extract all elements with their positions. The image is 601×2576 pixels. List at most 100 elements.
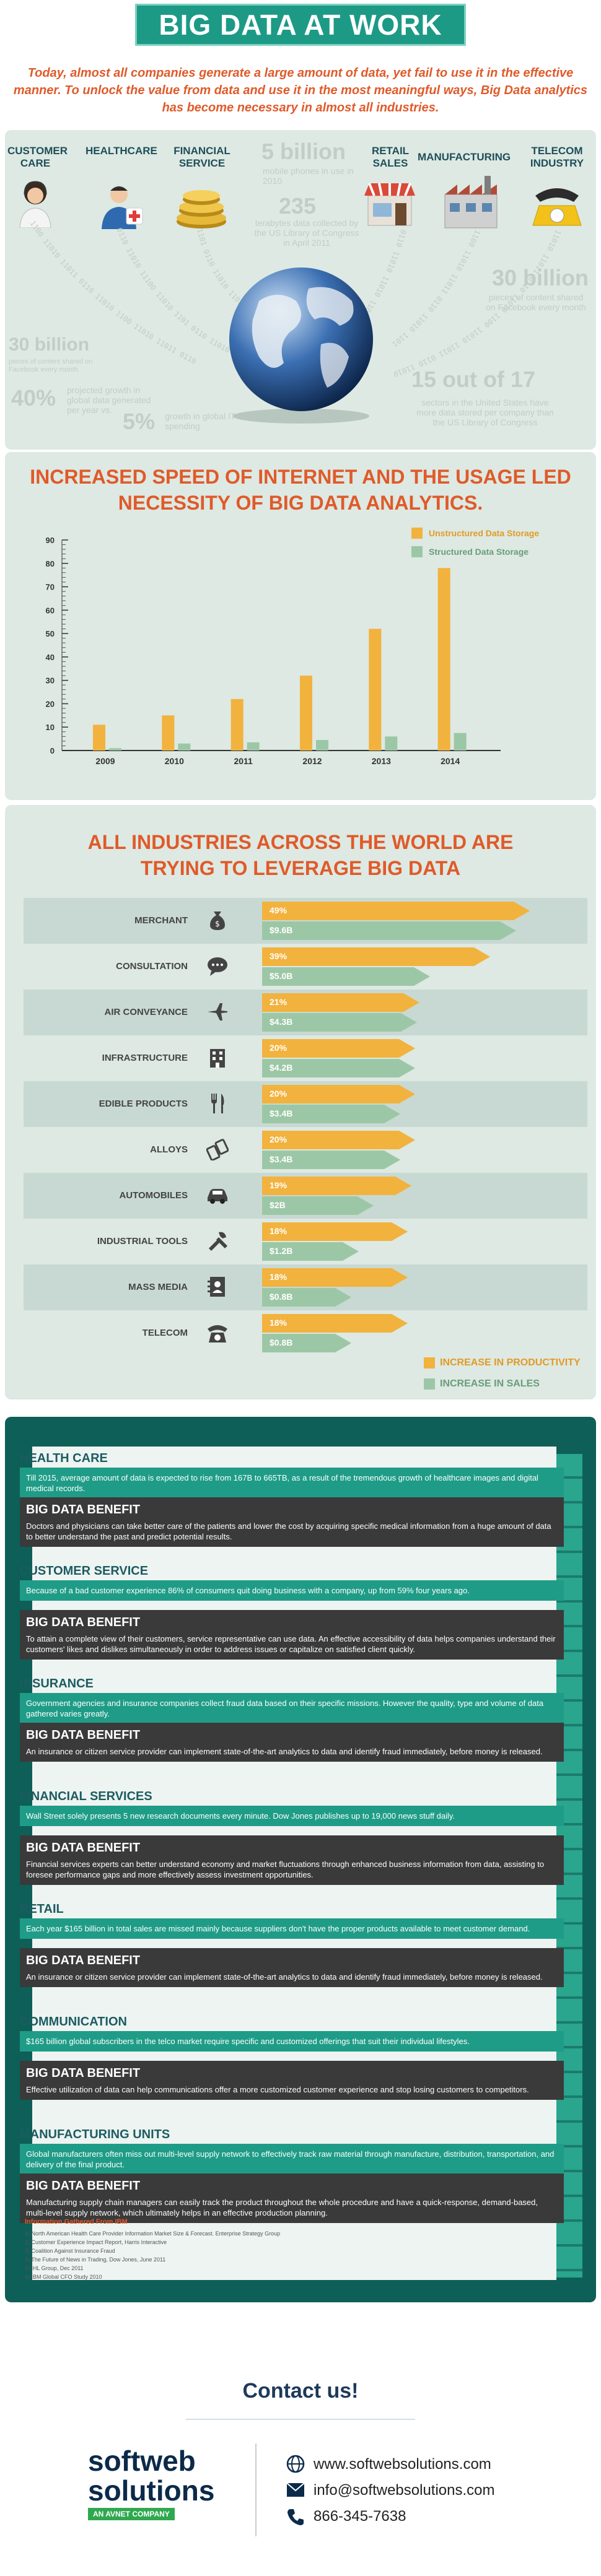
industry-row: TELECOM 18% $0.8B — [24, 1310, 587, 1356]
benefit-text: Effective utilization of data can help c… — [26, 2085, 529, 2094]
sales-bar: $3.4B — [262, 1151, 400, 1169]
stat-facebook-left-text: pieces of content shared on Facebook eve… — [9, 358, 93, 373]
industry-row: AUTOMOBILES 19% $2B — [24, 1173, 587, 1219]
benefit-title: BIG DATA BENEFIT — [26, 2066, 141, 2080]
unstructured-bar — [369, 629, 382, 751]
benefit-title: BIG DATA BENEFIT — [26, 2179, 141, 2193]
fork-knife-icon — [211, 1094, 224, 1113]
benefit-category-heading: FINANCIAL SERVICES — [20, 1790, 152, 1803]
customer-care-icon — [19, 181, 51, 228]
benefit-box: BIG DATA BENEFIT Doctors and physicians c… — [20, 1497, 564, 1547]
money-bag-icon: $ — [210, 912, 225, 930]
industry-name: AIR CONVEYANCE — [104, 1007, 188, 1017]
benefit-text: Doctors and physicians can take better c… — [26, 1521, 551, 1541]
x-tick-label: 2010 — [165, 756, 184, 766]
svg-text:1100 11010 11011 0110 11010 11: 1100 11010 11011 0110 11010 1100 11010 1… — [29, 219, 198, 366]
coins-icon — [177, 190, 226, 228]
benefit-text: Manufacturing supply chain managers can … — [26, 2198, 538, 2217]
productivity-bar: 18% — [262, 1268, 408, 1287]
logo-text-bottom: solutions — [88, 2474, 215, 2507]
sales-value: $2B — [270, 1200, 286, 1210]
benefit-text: An insurance or citizen service provider… — [26, 1972, 543, 1982]
factory-icon — [444, 176, 498, 228]
telephone-icon-top — [532, 188, 582, 226]
benefit-box: BIG DATA BENEFIT An insurance or citizen … — [20, 1948, 564, 1987]
productivity-value: 19% — [270, 1180, 287, 1190]
industry-name: AUTOMOBILES — [119, 1190, 188, 1201]
stat-facebook-right: 30 billion — [492, 265, 589, 290]
benefit-text: An insurance or citizen service provider… — [26, 1747, 543, 1756]
chart-panel: INCREASED SPEED OF INTERNET AND THE USAG… — [5, 452, 596, 800]
stat-mobile-phones-text: mobile phones in use in 2010 — [263, 166, 354, 186]
productivity-bar: 20% — [262, 1085, 415, 1103]
productivity-bar: 18% — [262, 1222, 408, 1241]
svg-text:11010 11011 0110 11010 1100 11: 11010 11011 0110 11010 1100 11010 11011 … — [392, 228, 563, 379]
source-item: 2) Customer Experience Impact Report, Ha… — [25, 2239, 167, 2245]
benefit-fact: Till 2015, average amount of data is exp… — [20, 1468, 564, 1499]
productivity-value: 18% — [270, 1318, 287, 1328]
sales-bar: $4.2B — [262, 1059, 415, 1077]
structured-bar — [178, 743, 191, 751]
industries-panel: ALL INDUSTRIES ACROSS THE WORLD ARE TRYI… — [5, 805, 596, 1399]
contact-website[interactable]: www.softwebsolutions.com — [314, 2456, 491, 2473]
x-tick-label: 2013 — [372, 756, 391, 766]
benefit-title: BIG DATA BENEFIT — [26, 1616, 141, 1629]
source-item: 4) The Future of News in Trading, Dow Jo… — [25, 2256, 166, 2263]
benefit-category-heading: MANUFACTURING UNITS — [20, 2128, 170, 2141]
sales-bar: $2B — [262, 1196, 374, 1215]
industry-row: MERCHANT $49% $9.6B — [24, 898, 587, 944]
stat-growth-data-text: projected growth in global data generate… — [67, 385, 151, 415]
benefit-category-heading: COMMUNICATION — [20, 2015, 127, 2029]
structured-bar — [109, 748, 121, 751]
sales-bar: $5.0B — [262, 967, 430, 986]
contact-phone[interactable]: 866-345-7638 — [314, 2508, 406, 2525]
x-tick-label: 2011 — [234, 756, 253, 766]
productivity-value: 21% — [270, 997, 287, 1007]
benefit-title: BIG DATA BENEFIT — [26, 1954, 141, 1967]
productivity-value: 49% — [270, 905, 287, 915]
benefit-text: To attain a complete view of their custo… — [26, 1634, 556, 1654]
industry-name: EDIBLE PRODUCTS — [99, 1099, 188, 1109]
chart-legend-swatch — [411, 528, 423, 539]
stat-it-spending-text: growth in global IT spending — [165, 411, 236, 431]
benefit-fact: Each year $165 billion in total sales ar… — [20, 1918, 564, 1939]
structured-bar — [385, 736, 398, 751]
car-icon — [208, 1189, 227, 1204]
source-item: 6) IBM Global CFO Study 2010 — [25, 2274, 102, 2280]
source-item: 1) North American Health Care Provider I… — [25, 2230, 281, 2237]
sales-bar: $3.4B — [262, 1105, 400, 1123]
chart-section-title-line2: NECESSITY OF BIG DATA ANALYTICS. — [118, 492, 483, 514]
industry-row: EDIBLE PRODUCTS 20% $3.4B — [24, 1081, 587, 1127]
industry-name: ALLOYS — [150, 1144, 188, 1155]
industry-row: CONSULTATION 39% $5.0B — [24, 944, 587, 990]
sales-value: $1.2B — [270, 1246, 293, 1256]
sources-list: 1) North American Health Care Provider I… — [25, 2229, 280, 2281]
benefit-title: BIG DATA BENEFIT — [26, 1841, 141, 1855]
title-banner: BIG DATA AT WORK — [135, 4, 466, 46]
sales-value: $0.8B — [270, 1292, 293, 1302]
industry-label-financial-service: FINANCIAL SERVICE — [173, 145, 230, 169]
stat-sectors: 15 out of 17 — [411, 367, 536, 392]
sales-value: $0.8B — [270, 1338, 293, 1347]
industries-globe-panel: CUSTOMER CARE HEALTHCARE FINANCIAL SERVI… — [5, 130, 596, 450]
benefit-category-heading: RETAIL — [20, 1902, 64, 1916]
industries-section-title-line1: ALL INDUSTRIES ACROSS THE WORLD ARE — [87, 831, 514, 853]
chart-section-title-line1: INCREASED SPEED OF INTERNET AND THE USAG… — [30, 466, 571, 488]
industry-name: MERCHANT — [134, 915, 188, 926]
industry-row: AIR CONVEYANCE 21% $4.3B — [24, 990, 587, 1035]
storefront-icon — [364, 183, 415, 226]
industry-row: ALLOYS 20% $3.4B — [24, 1127, 587, 1173]
industry-label-retail-sales: RETAIL SALES — [371, 145, 410, 169]
structured-bar — [316, 740, 328, 751]
y-tick-label: 20 — [46, 699, 55, 708]
benefit-box: BIG DATA BENEFIT Financial services exper… — [20, 1835, 564, 1885]
address-book-icon — [208, 1277, 225, 1297]
industry-label-telecom: TELECOM INDUSTRY — [530, 145, 584, 169]
productivity-value: 20% — [270, 1043, 287, 1053]
contact-email[interactable]: info@softwebsolutions.com — [314, 2482, 495, 2499]
globe-icon — [229, 268, 373, 424]
sales-bar: $4.3B — [262, 1013, 417, 1032]
stat-terabytes-text: terabytes data collected by the US Libra… — [254, 218, 359, 248]
stat-facebook-left: 30 billion — [9, 334, 90, 355]
contact-divider — [186, 2419, 415, 2420]
